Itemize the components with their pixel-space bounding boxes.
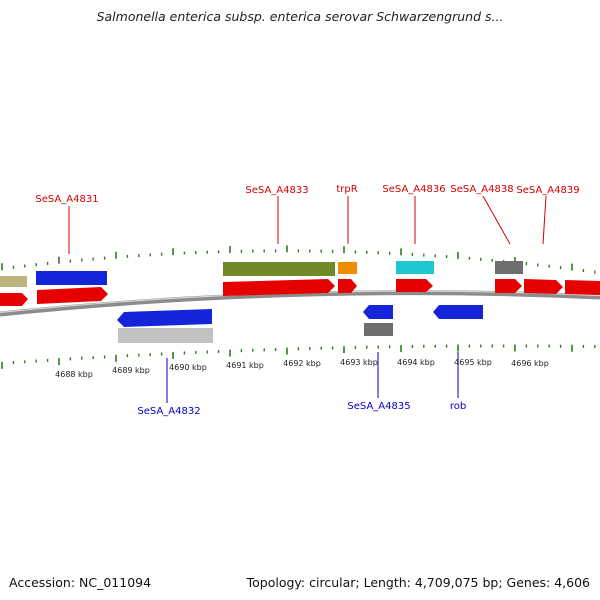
feature-track-outer [0,261,523,287]
feature-track-inner [117,305,483,343]
kbp-scale-labels: 4688 kbp 4689 kbp 4690 kbp 4691 kbp 4692… [55,358,549,379]
gene-label-trpr[interactable]: trpR [336,184,357,195]
kbp-label: 4694 kbp [397,358,435,367]
accession-text: Accession: NC_011094 [9,575,152,590]
cds-arrow[interactable] [223,279,335,296]
kbp-label: 4689 kbp [112,366,150,375]
gene-label-sesa-a4836[interactable]: SeSA_A4836 [382,184,445,195]
feature-sesa-a4833[interactable] [223,262,335,276]
gene-labels: SeSA_A4831 SeSA_A4833 trpR SeSA_A4836 Se… [35,184,579,417]
cds-arrow[interactable] [396,279,433,292]
gene-label-rob[interactable]: rob [450,401,466,412]
cds-arrow[interactable] [37,287,108,304]
cds-arrow[interactable] [565,280,600,295]
map-title: Salmonella enterica subsp. enterica sero… [96,9,504,24]
cds-arrow[interactable] [495,279,522,293]
feature-sesa-a4835-rna[interactable] [364,323,393,336]
kbp-label: 4688 kbp [55,370,93,379]
feature-khaki-gene[interactable] [0,276,27,287]
kbp-label: 4691 kbp [226,361,264,370]
kbp-label: 4696 kbp [511,359,549,368]
feature-track-cds [0,279,600,306]
gene-label-sesa-a4831[interactable]: SeSA_A4831 [35,194,98,205]
kbp-label: 4692 kbp [283,359,321,368]
cds-arrow[interactable] [338,279,357,293]
feature-sesa-a4831[interactable] [36,271,107,285]
feature-sesa-a4832[interactable] [117,309,212,327]
gene-label-sesa-a4832[interactable]: SeSA_A4832 [137,406,200,417]
kbp-label: 4693 kbp [340,358,378,367]
cds-arrow[interactable] [0,293,28,306]
gene-label-sesa-a4833[interactable]: SeSA_A4833 [245,185,308,196]
feature-sesa-a4836[interactable] [396,261,434,274]
feature-sesa-a4835[interactable] [363,305,393,319]
feature-trpr[interactable] [338,262,357,274]
feature-sesa-a4838[interactable] [495,261,523,274]
gene-label-sesa-a4839[interactable]: SeSA_A4839 [516,185,579,196]
genome-backbone [0,290,600,317]
gene-label-sesa-a4835[interactable]: SeSA_A4835 [347,401,410,412]
topology-text: Topology: circular; Length: 4,709,075 bp… [246,575,590,590]
kbp-label: 4690 kbp [169,363,207,372]
gene-label-sesa-a4838[interactable]: SeSA_A4838 [450,184,513,195]
feature-rob[interactable] [433,305,483,319]
inner-tick-ring [1,344,596,369]
feature-sesa-a4832-rna[interactable] [118,328,213,343]
label-leaders [68,195,547,403]
kbp-label: 4695 kbp [454,358,492,367]
cds-arrow[interactable] [524,279,563,294]
